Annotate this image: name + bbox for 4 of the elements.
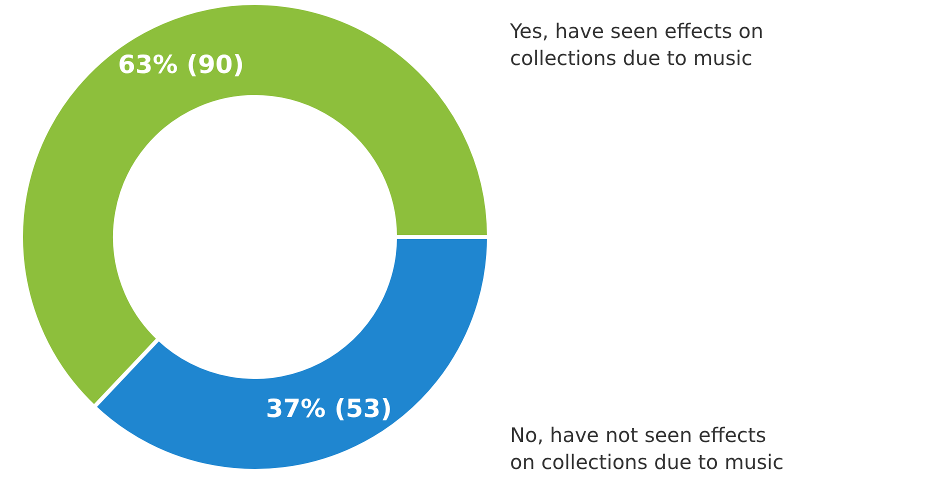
data-label: 37% (53): [266, 394, 392, 423]
slice-label: Yes, have seen effects on collections due to music: [509, 19, 764, 70]
slice-label: No, have not seen effects on collections due to music: [510, 423, 784, 474]
data-label: 63% (90): [118, 50, 244, 80]
